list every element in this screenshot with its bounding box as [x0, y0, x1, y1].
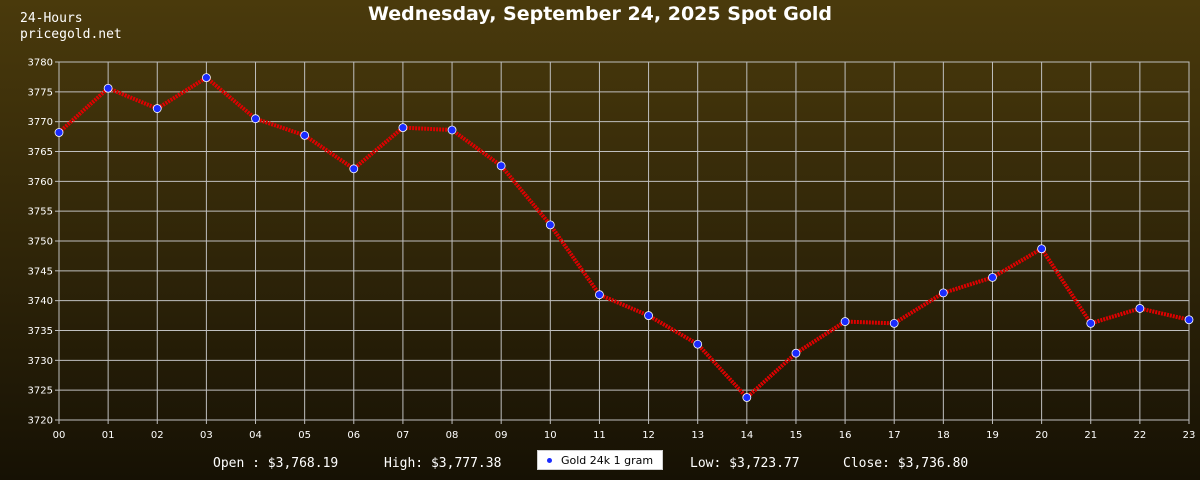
y-tick-label: 3740 — [28, 296, 53, 307]
data-point — [840, 317, 850, 326]
x-tick-label: 23 — [1183, 430, 1196, 441]
data-point — [889, 318, 899, 328]
data-point — [742, 393, 752, 402]
y-tick-label: 3735 — [28, 326, 53, 337]
x-tick-label: 14 — [740, 430, 753, 441]
chart-title: Wednesday, September 24, 2025 Spot Gold — [367, 3, 833, 25]
data-point — [251, 114, 260, 124]
data-point — [1135, 304, 1145, 313]
y-tick-label: 3725 — [28, 386, 53, 397]
data-point — [496, 161, 506, 171]
x-tick-label: 01 — [102, 430, 115, 441]
y-tick-label: 3765 — [28, 147, 53, 158]
x-tick-label: 13 — [691, 430, 704, 441]
data-point — [201, 73, 211, 83]
data-point — [300, 130, 310, 140]
y-tick-label: 3780 — [28, 58, 53, 69]
y-tick-label: 3755 — [28, 207, 53, 218]
x-tick-label: 17 — [888, 430, 901, 441]
x-tick-label: 22 — [1134, 430, 1147, 441]
x-axis-ticks: 00 01 02 03 04 05 06 07 08 09 10 11 12 13 14 15 16 17 18 19… — [53, 420, 1196, 441]
x-tick-label: 19 — [986, 430, 999, 441]
open-price: Open : $3,768.19 — [213, 456, 339, 471]
data-point — [398, 123, 408, 133]
x-tick-label: 06 — [347, 430, 360, 441]
data-point — [103, 83, 113, 93]
x-tick-label: 10 — [544, 430, 557, 441]
y-tick-label: 3720 — [28, 416, 53, 427]
brand-block: 24-Hours pricegold.net — [20, 11, 122, 43]
x-tick-label: 05 — [298, 430, 311, 441]
data-point — [447, 125, 457, 135]
data-point — [54, 128, 64, 137]
data-point — [693, 339, 703, 349]
data-point — [152, 104, 162, 113]
brand-site-name: pricegold.net — [20, 27, 122, 42]
data-point — [644, 311, 653, 320]
data-point — [349, 164, 359, 174]
y-tick-label: 3760 — [28, 177, 53, 188]
data-point — [988, 272, 997, 282]
y-tick-label: 3770 — [28, 117, 53, 128]
x-tick-label: 21 — [1084, 430, 1097, 441]
legend-label: Gold 24k 1 gram — [561, 453, 654, 467]
y-tick-label: 3775 — [28, 87, 53, 98]
x-tick-label: 12 — [642, 430, 655, 441]
y-tick-label: 3750 — [28, 237, 53, 248]
legend-marker-icon — [547, 457, 552, 463]
legend: Gold 24k 1 gram — [537, 450, 663, 470]
summary-footer: Open : $3,768.19 High: $3,777.38 Gold 24… — [0, 450, 1200, 474]
series-layer — [54, 73, 1194, 402]
x-tick-label: 16 — [839, 430, 852, 441]
low-price: Low: $3,723.77 — [690, 456, 800, 471]
x-tick-label: 00 — [53, 430, 66, 441]
y-tick-label: 3745 — [28, 266, 53, 277]
x-tick-label: 03 — [200, 430, 213, 441]
x-tick-label: 07 — [397, 430, 410, 441]
x-tick-label: 09 — [495, 430, 508, 441]
close-price: Close: $3,736.80 — [843, 456, 969, 471]
data-point — [1037, 244, 1047, 254]
x-tick-label: 11 — [593, 430, 606, 441]
y-tick-label: 3730 — [28, 356, 53, 367]
x-tick-label: 18 — [937, 430, 950, 441]
series-line — [57, 75, 1190, 400]
x-tick-label: 08 — [446, 430, 459, 441]
y-axis-ticks: 3720 3725 3730 3735 3740 3745 3750 3755 3760 3765… — [28, 58, 59, 427]
x-tick-label: 02 — [151, 430, 164, 441]
data-point — [938, 288, 948, 298]
data-point — [595, 290, 604, 300]
x-tick-label: 20 — [1035, 430, 1048, 441]
data-point — [791, 348, 801, 358]
data-point — [1184, 315, 1194, 325]
data-point — [545, 220, 555, 230]
x-tick-label: 04 — [249, 430, 262, 441]
grid-lines — [58, 61, 1190, 421]
brand-period-label: 24-Hours — [20, 11, 83, 26]
data-point — [1086, 318, 1096, 328]
high-price: High: $3,777.38 — [384, 456, 502, 471]
x-tick-label: 15 — [790, 430, 803, 441]
